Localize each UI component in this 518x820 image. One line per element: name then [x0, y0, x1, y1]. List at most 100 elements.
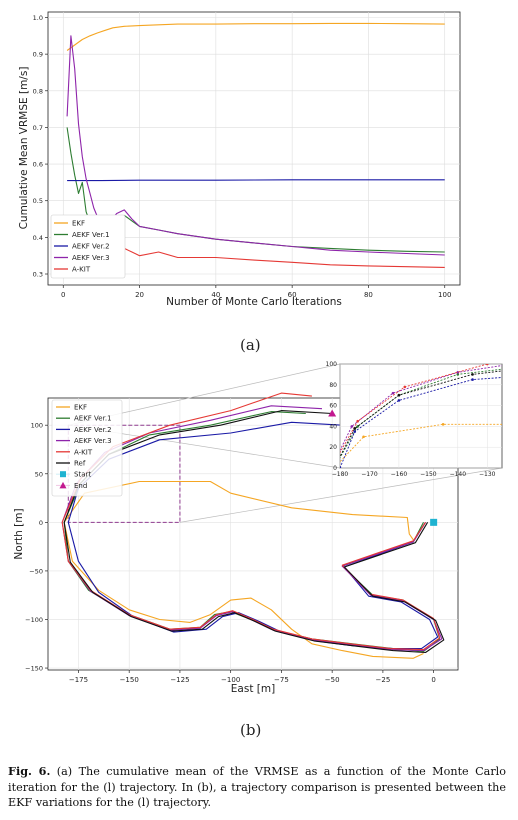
legend-label: AEKF Ver.1 — [74, 415, 112, 423]
x-tick-label: −75 — [274, 676, 289, 684]
y-tick-label: −100 — [25, 616, 43, 624]
inset-frame — [339, 363, 503, 469]
zoom-connector — [179, 467, 503, 523]
inset-chart: −180 −170 −160 −150 −140 −130 0 20 40 60 80 100 — [326, 361, 503, 478]
chart-b-ylabel: North [m] — [13, 508, 25, 559]
inset-point — [403, 385, 407, 389]
inset-x-tick-label: −140 — [450, 471, 467, 478]
y-tick-label: 0.5 — [33, 197, 43, 205]
inset-x-tick-label: −160 — [391, 471, 408, 478]
caption-label: Fig. 6. — [8, 764, 51, 778]
x-tick-label: −50 — [325, 676, 340, 684]
inset-y-tick-label: 60 — [329, 403, 337, 410]
x-tick-label: 20 — [135, 291, 144, 299]
inset-x-tick-label: −150 — [420, 471, 437, 478]
figure-a: 0 20 40 60 80 100 0.3 0.4 0.5 0.6 0.7 0.8 0.9 1.0 EKF… — [18, 11, 461, 308]
chart-b-xlabel: East [m] — [231, 683, 275, 695]
x-tick-label: 0 — [61, 291, 65, 299]
series-line-aekf-ver-3 — [66, 35, 445, 256]
inset-y-tick-label: 40 — [329, 423, 337, 430]
inset-point — [441, 423, 445, 426]
start-marker — [430, 518, 438, 526]
x-tick-label: 0 — [431, 676, 435, 684]
inset-series-line — [340, 368, 502, 459]
inset-x-tick-label: −170 — [361, 471, 378, 478]
x-tick-label: 100 — [438, 291, 451, 299]
inset-point — [356, 419, 359, 423]
series-line-a-kit — [116, 237, 445, 268]
y-tick-label: 0 — [39, 519, 43, 527]
y-tick-label: 0.9 — [33, 51, 43, 59]
x-tick-label: −125 — [170, 676, 189, 684]
x-tick-label: 40 — [211, 291, 220, 299]
x-tick-label: 80 — [364, 291, 373, 299]
y-tick-label: −50 — [29, 567, 43, 575]
inset-point — [471, 373, 474, 376]
legend-label: End — [74, 482, 87, 490]
inset-point — [456, 373, 460, 376]
legend-label: EKF — [72, 220, 85, 228]
series-line-ekf — [66, 22, 445, 51]
y-tick-label: −150 — [25, 665, 43, 673]
inset-y-tick-label: 0 — [333, 465, 337, 472]
chart-a-legend: EKF AEKF Ver.1 AEKF Ver.2 AEKF Ver.3 A-KIT — [50, 214, 126, 279]
inset-series-line — [340, 364, 490, 454]
legend-swatch-marker — [59, 481, 67, 489]
legend-label: AEKF Ver.3 — [72, 254, 110, 262]
legend-label: Ref — [74, 460, 86, 468]
inset-y-tick-label: 20 — [329, 444, 337, 451]
x-tick-label: −25 — [376, 676, 391, 684]
series-line-ekf — [63, 480, 424, 659]
end-marker — [328, 409, 337, 417]
legend-label: AEKF Ver.2 — [74, 426, 112, 434]
x-tick-label: −150 — [120, 676, 139, 684]
inset-series-line — [340, 370, 502, 458]
inset-point — [340, 466, 342, 468]
inset-point — [350, 425, 354, 428]
y-tick-label: 0.7 — [33, 124, 43, 132]
chart-b-legend: EKF AEKF Ver.1 AEKF Ver.2 AEKF Ver.3 A-KIT Re… — [51, 399, 123, 497]
legend-label: Start — [74, 471, 91, 479]
y-tick-label: 0.6 — [33, 161, 43, 169]
legend-label: A-KIT — [72, 266, 91, 274]
y-tick-label: 50 — [35, 470, 43, 478]
inset-y-tick-label: 100 — [326, 361, 338, 368]
y-tick-label: 0.3 — [33, 271, 43, 279]
legend-label: A-KIT — [74, 448, 93, 456]
legend-box — [51, 399, 123, 497]
inset-point — [471, 378, 474, 381]
x-tick-label: −175 — [69, 676, 88, 684]
inset-point — [353, 427, 357, 430]
legend-swatch-marker — [60, 471, 66, 478]
caption-text: (a) The cumulative mean of the VRMSE as … — [8, 765, 506, 809]
legend-label: AEKF Ver.2 — [72, 243, 110, 251]
inset-point — [397, 393, 401, 397]
inset-point — [397, 399, 401, 402]
inset-point — [353, 430, 357, 433]
chart-a-ylabel: Cumulative Mean VRMSE [m/s] — [18, 67, 30, 230]
inset-point — [391, 391, 395, 395]
chart-b-markers — [328, 409, 438, 526]
inset-point — [362, 435, 365, 439]
legend-label: AEKF Ver.3 — [74, 437, 112, 445]
legend-box — [50, 214, 126, 279]
figure-caption: Fig. 6. (a) The cumulative mean of the V… — [8, 764, 506, 811]
figure-b: −175 −150 −125 −100 −75 −50 −25 0 −150 −100 −50 0 50… — [13, 361, 503, 695]
chart-a-xlabel: Number of Monte Carlo Iterations — [166, 296, 342, 308]
x-tick-label: −100 — [221, 676, 240, 684]
legend-label: EKF — [74, 404, 87, 412]
inset-series — [340, 364, 502, 468]
series-line-aekf-ver-2 — [67, 179, 445, 182]
chart-b-ticks: −175 −150 −125 −100 −75 −50 −25 0 −150 −100 −50 0 50… — [25, 422, 436, 684]
subfigure-a-label: (a) — [240, 336, 261, 354]
chart-a-ticks: 0 20 40 60 80 100 0.3 0.4 0.5 0.6 0.7 0.8 0.9 1.0 — [33, 14, 452, 299]
inset-y-tick-label: 80 — [329, 382, 337, 389]
inset-x-tick-label: −130 — [479, 471, 496, 478]
y-tick-label: 1.0 — [33, 14, 43, 22]
inset-x-tick-label: −180 — [332, 471, 349, 478]
y-tick-label: 100 — [31, 422, 43, 430]
x-tick-label: 60 — [288, 291, 297, 299]
y-tick-label: 0.4 — [33, 234, 43, 242]
subfigure-b-label: (b) — [240, 721, 262, 739]
chart-a-series — [66, 22, 445, 268]
